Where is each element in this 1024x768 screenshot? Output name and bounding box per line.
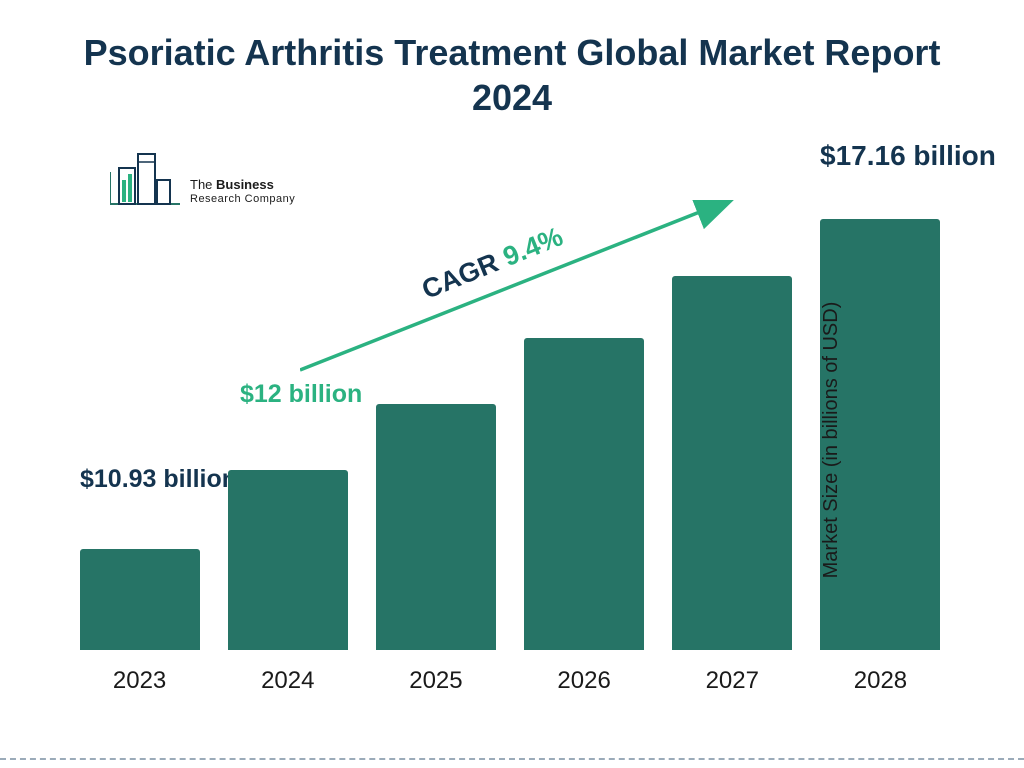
bar-2026 — [524, 338, 644, 650]
bar-chart: 2023 2024 2025 2026 2027 2028 Market Siz… — [70, 170, 950, 710]
page-root: Psoriatic Arthritis Treatment Global Mar… — [0, 0, 1024, 768]
x-tick: 2027 — [671, 667, 794, 695]
bar-2027 — [672, 276, 792, 650]
bar-2023 — [80, 549, 200, 650]
x-axis: 2023 2024 2025 2026 2027 2028 — [70, 667, 950, 695]
bar-2025 — [376, 404, 496, 650]
x-tick: 2028 — [819, 667, 942, 695]
bar-col — [671, 210, 794, 650]
chart-title: Psoriatic Arthritis Treatment Global Mar… — [0, 30, 1024, 120]
bar-col — [523, 210, 646, 650]
bars-container — [70, 210, 950, 650]
bar-col — [374, 210, 497, 650]
bar-col — [226, 210, 349, 650]
bar-2024 — [228, 470, 348, 650]
x-tick: 2025 — [374, 667, 497, 695]
bar-col — [78, 210, 201, 650]
bottom-divider — [0, 758, 1024, 760]
y-axis-label: Market Size (in billions of USD) — [820, 302, 843, 579]
value-label-2028: $17.16 billion — [820, 140, 996, 172]
x-tick: 2023 — [78, 667, 201, 695]
x-tick: 2024 — [226, 667, 349, 695]
x-tick: 2026 — [523, 667, 646, 695]
